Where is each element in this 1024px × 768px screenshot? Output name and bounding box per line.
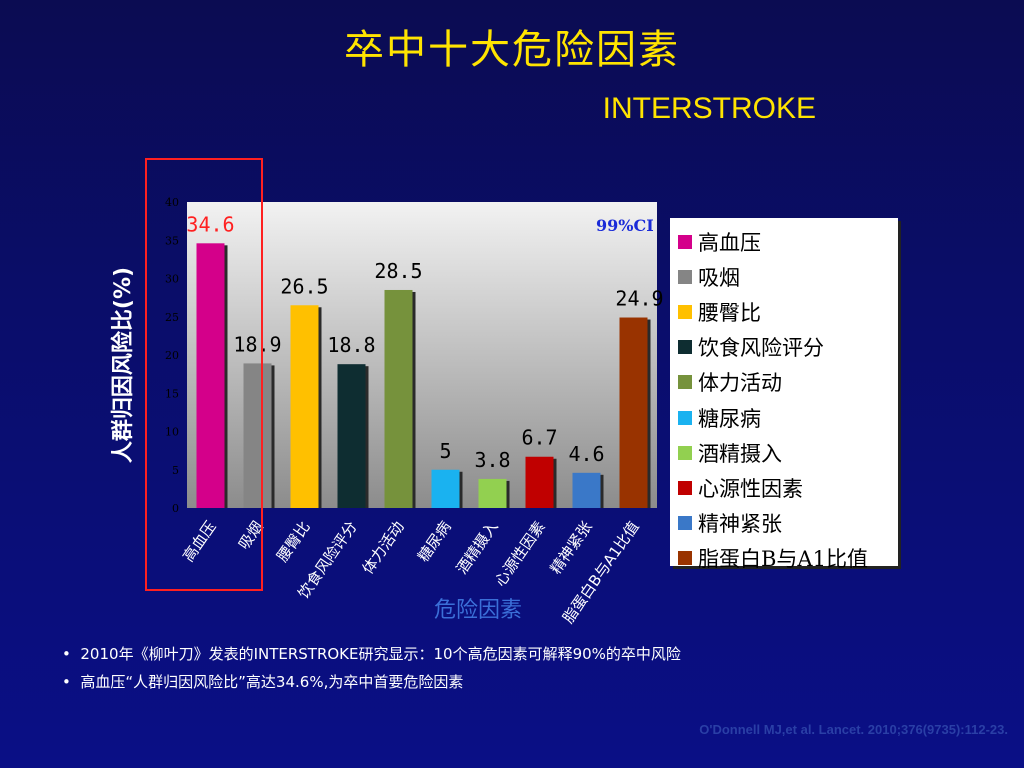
legend-item: 精神紧张 bbox=[678, 506, 898, 541]
legend-label: 酒精摄入 bbox=[698, 441, 782, 466]
legend-item: 饮食风险评分 bbox=[678, 330, 898, 365]
slide-title: 卒中十大危险因素 bbox=[344, 27, 680, 73]
data-label: 3.8 bbox=[474, 448, 510, 472]
x-tick-label: 腰臀比 bbox=[273, 518, 314, 565]
legend-item: 糖尿病 bbox=[678, 400, 898, 435]
slide-subtitle: INTERSTROKE bbox=[602, 92, 816, 125]
bullet-text: 高血压“人群归因风险比”高达34.6%,为卒中首要危险因素 bbox=[80, 673, 464, 691]
hypertension-highlight-box bbox=[145, 158, 263, 591]
x-tick-label: 酒精摄入 bbox=[453, 518, 502, 577]
x-tick-label: 糖尿病 bbox=[414, 518, 455, 565]
y-tick-label: 0 bbox=[172, 502, 179, 515]
y-tick-label: 20 bbox=[165, 349, 179, 362]
data-label: 26.5 bbox=[280, 274, 328, 298]
legend-swatch bbox=[678, 551, 692, 566]
legend-label: 腰臀比 bbox=[698, 300, 761, 325]
x-tick-label: 体力活动 bbox=[359, 518, 408, 577]
bar bbox=[337, 364, 366, 508]
legend-swatch bbox=[678, 375, 692, 390]
legend-swatch bbox=[678, 445, 692, 460]
data-label: 28.5 bbox=[374, 259, 422, 283]
y-tick-label: 10 bbox=[165, 426, 179, 439]
chart-legend: 高血压吸烟腰臀比饮食风险评分 体力活动糖尿病酒精摄入心源性因素精神紧张脂蛋白B与A… bbox=[670, 218, 898, 571]
legend-item: 高血压 bbox=[678, 224, 898, 259]
data-label: 6.7 bbox=[521, 426, 557, 450]
legend-label: 脂蛋白B与A1比值 bbox=[698, 547, 868, 572]
legend-label: 心源性因素 bbox=[698, 476, 803, 501]
bar bbox=[196, 243, 225, 508]
y-tick-label: 15 bbox=[165, 387, 179, 400]
legend-item: 体力活动 bbox=[678, 365, 898, 400]
y-tick-label: 40 bbox=[165, 196, 179, 209]
y-tick-label: 30 bbox=[165, 273, 179, 286]
bar bbox=[243, 363, 272, 508]
bar bbox=[478, 478, 507, 508]
bar bbox=[525, 456, 554, 508]
bullet-item: • 2010年《柳叶刀》发表的INTERSTROKE研究显示：10个高危因素可解… bbox=[62, 645, 681, 663]
legend-label: 高血压 bbox=[698, 230, 761, 255]
citation: O'Donnell MJ,et al. Lancet. 2010;376(973… bbox=[699, 722, 1008, 737]
data-label: 34.6 bbox=[186, 212, 234, 236]
bar bbox=[290, 305, 319, 508]
legend-label: 精神紧张 bbox=[698, 512, 782, 537]
data-label: 4.6 bbox=[568, 442, 604, 466]
legend-item: 酒精摄入 bbox=[678, 435, 898, 470]
bullet-list: • 2010年《柳叶刀》发表的INTERSTROKE研究显示：10个高危因素可解… bbox=[62, 640, 681, 696]
bullet-item: • 高血压“人群归因风险比”高达34.6%,为卒中首要危险因素 bbox=[62, 673, 464, 691]
legend-label: 吸烟 bbox=[698, 265, 740, 290]
legend-swatch bbox=[678, 304, 692, 319]
x-tick-label: 精神紧张 bbox=[547, 518, 596, 577]
legend-label: 糖尿病 bbox=[698, 406, 761, 431]
y-tick-label: 35 bbox=[165, 234, 179, 247]
bullet-text: 2010年《柳叶刀》发表的INTERSTROKE研究显示：10个高危因素可解释9… bbox=[80, 645, 681, 663]
bar bbox=[619, 317, 648, 508]
legend-swatch bbox=[678, 410, 692, 425]
legend-item: 腰臀比 bbox=[678, 294, 898, 329]
data-label: 18.9 bbox=[233, 332, 281, 356]
legend-swatch bbox=[678, 234, 692, 249]
legend-swatch bbox=[678, 269, 692, 284]
bar-chart: 051015202530354034.6高血压18.9吸烟26.5腰臀比18.8… bbox=[165, 196, 664, 577]
x-axis-label: 危险因素 bbox=[434, 598, 523, 623]
data-label: 24.9 bbox=[615, 287, 663, 311]
legend-label: 饮食风险评分 bbox=[698, 336, 824, 361]
y-tick-label: 25 bbox=[165, 311, 179, 324]
legend-item: 吸烟 bbox=[678, 259, 898, 294]
legend-swatch bbox=[678, 340, 692, 355]
ci-label: 99%CI bbox=[596, 216, 654, 235]
legend-swatch bbox=[678, 516, 692, 531]
legend-swatch bbox=[678, 480, 692, 495]
bar bbox=[431, 469, 460, 508]
bar bbox=[384, 289, 413, 508]
bar bbox=[572, 472, 601, 508]
y-tick-label: 5 bbox=[172, 464, 179, 477]
legend-item: 脂蛋白B与A1比值 bbox=[678, 541, 898, 576]
legend-item: 心源性因素 bbox=[678, 470, 898, 505]
legend-label: 体力活动 bbox=[698, 371, 782, 396]
data-label: 5 bbox=[439, 439, 451, 463]
data-label: 18.8 bbox=[327, 333, 375, 357]
